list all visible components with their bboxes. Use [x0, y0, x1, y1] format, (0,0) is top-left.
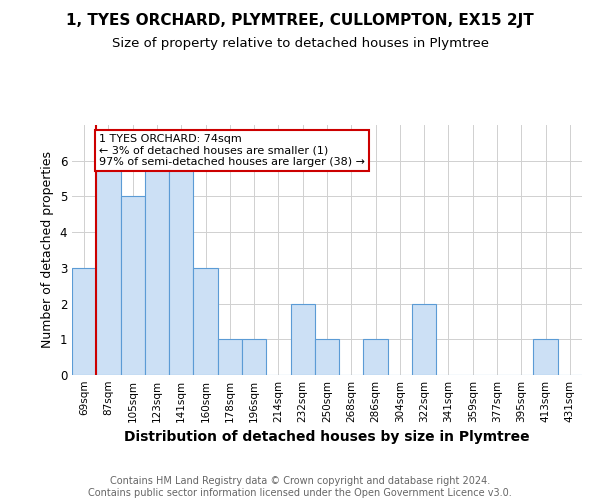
- Bar: [218, 340, 242, 375]
- Bar: [72, 268, 96, 375]
- Bar: [145, 160, 169, 375]
- Bar: [121, 196, 145, 375]
- Bar: [364, 340, 388, 375]
- Text: Contains HM Land Registry data © Crown copyright and database right 2024.
Contai: Contains HM Land Registry data © Crown c…: [88, 476, 512, 498]
- X-axis label: Distribution of detached houses by size in Plymtree: Distribution of detached houses by size …: [124, 430, 530, 444]
- Bar: [193, 268, 218, 375]
- Bar: [169, 160, 193, 375]
- Bar: [290, 304, 315, 375]
- Text: Size of property relative to detached houses in Plymtree: Size of property relative to detached ho…: [112, 38, 488, 51]
- Text: 1 TYES ORCHARD: 74sqm
← 3% of detached houses are smaller (1)
97% of semi-detach: 1 TYES ORCHARD: 74sqm ← 3% of detached h…: [99, 134, 365, 167]
- Bar: [242, 340, 266, 375]
- Bar: [315, 340, 339, 375]
- Y-axis label: Number of detached properties: Number of detached properties: [41, 152, 54, 348]
- Text: 1, TYES ORCHARD, PLYMTREE, CULLOMPTON, EX15 2JT: 1, TYES ORCHARD, PLYMTREE, CULLOMPTON, E…: [66, 12, 534, 28]
- Bar: [96, 160, 121, 375]
- Bar: [533, 340, 558, 375]
- Bar: [412, 304, 436, 375]
